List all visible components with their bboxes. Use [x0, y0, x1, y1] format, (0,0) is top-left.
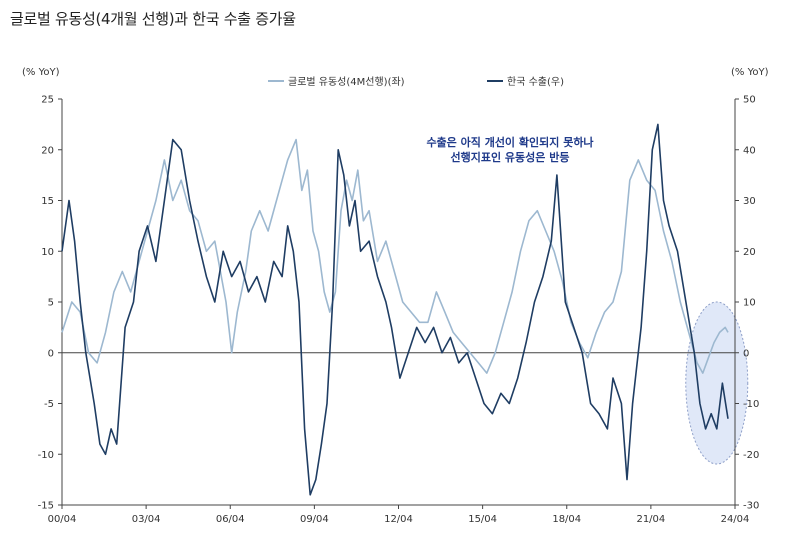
highlight-ellipse: [685, 301, 749, 465]
x-tick-label: 06/04: [216, 514, 245, 525]
x-tick-label: 18/04: [552, 514, 581, 525]
x-tick-label: 00/04: [48, 514, 77, 525]
right-tick-label: 30: [743, 196, 756, 207]
x-tick-label: 12/04: [384, 514, 413, 525]
left-tick-label: 25: [41, 95, 54, 106]
right-tick-label: 10: [743, 298, 756, 309]
left-tick-label: 15: [41, 196, 54, 207]
korea-export-line: [61, 123, 729, 496]
left-tick-label: -10: [38, 450, 54, 461]
left-tick-label: 5: [48, 298, 54, 309]
right-tick-label: -20: [743, 450, 759, 461]
global-liquidity-line: [61, 138, 729, 374]
x-tick-label: 03/04: [132, 514, 161, 525]
right-tick-label: 20: [743, 247, 756, 258]
left-tick-label: 0: [48, 348, 54, 359]
right-tick-label: -30: [743, 501, 759, 512]
left-tick-label: 10: [41, 247, 54, 258]
left-tick-label: 20: [41, 145, 54, 156]
right-tick-label: 40: [743, 145, 756, 156]
right-axis-unit: (% YoY): [731, 67, 769, 78]
annotation-line: 수출은 아직 개선이 확인되지 못하나: [426, 135, 593, 149]
left-tick-label: -15: [38, 501, 54, 512]
x-tick-label: 24/04: [721, 514, 750, 525]
left-tick-label: -5: [44, 399, 54, 410]
left-axis-unit: (% YoY): [22, 67, 60, 78]
right-tick-label: 0: [743, 348, 749, 359]
x-tick-label: 15/04: [468, 514, 497, 525]
chart-title: 글로벌 유동성(4개월 선행)과 한국 수출 증가율: [10, 10, 296, 28]
x-tick-label: 09/04: [300, 514, 329, 525]
right-tick-label: 50: [743, 95, 756, 106]
annotation-line: 선행지표인 유동성은 반등: [451, 150, 570, 164]
legend-global-label: 글로벌 유동성(4M선행)(좌): [288, 76, 405, 88]
x-tick-label: 21/04: [636, 514, 665, 525]
legend-korea-label: 한국 수출(우): [507, 76, 564, 88]
right-tick-label: -10: [743, 399, 759, 410]
